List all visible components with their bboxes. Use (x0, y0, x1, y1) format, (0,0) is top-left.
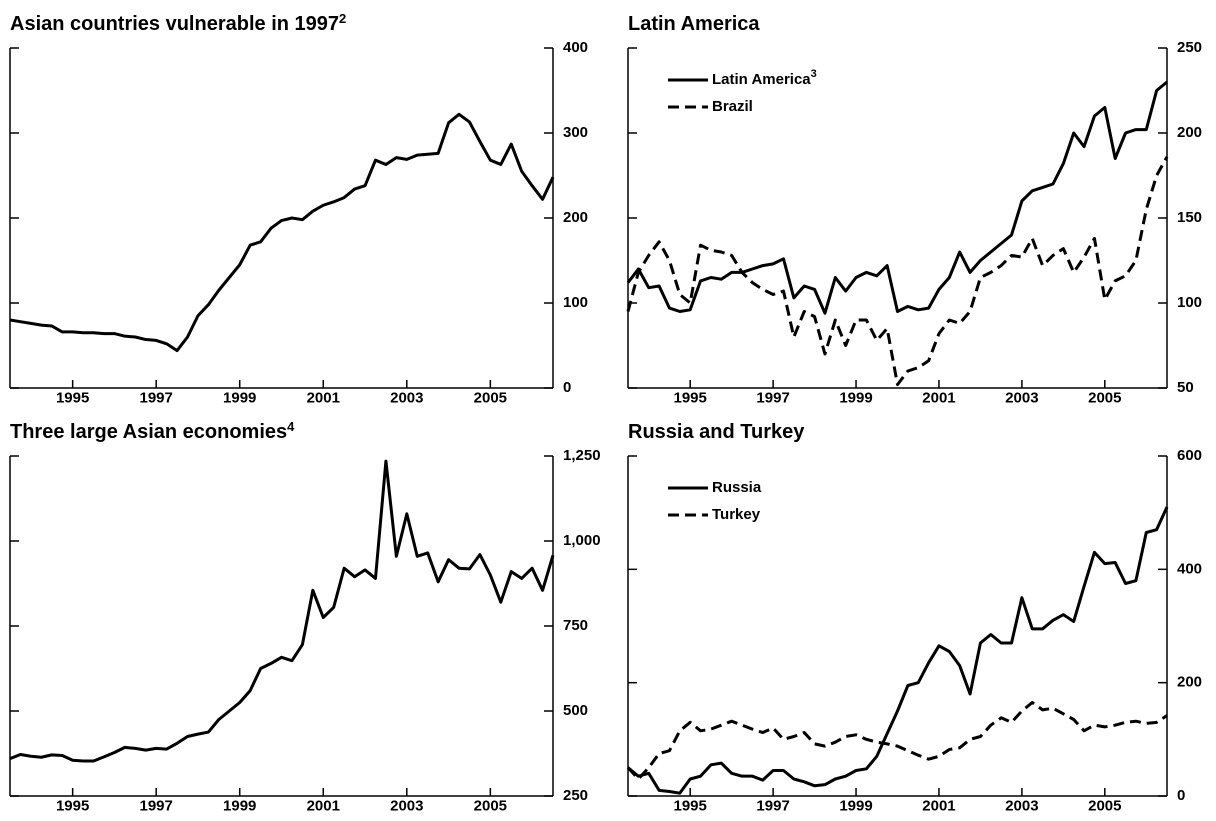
y-tick-label: 400 (563, 39, 588, 56)
title-text: Latin America (628, 13, 760, 35)
y-tick-label: 200 (563, 209, 588, 226)
series-line (626, 80, 1168, 315)
y-tick-label: 600 (1177, 447, 1202, 464)
series-line (9, 459, 555, 763)
x-tick-label: 2003 (390, 797, 423, 814)
x-tick-label: 1997 (140, 797, 173, 814)
legend-label: Brazil (712, 98, 753, 115)
x-tick-label: 1995 (56, 797, 89, 814)
y-tick-label: 300 (563, 124, 588, 141)
series-line (9, 112, 555, 353)
y-tick-label: 250 (1177, 39, 1202, 56)
x-tick-label: 1999 (223, 797, 256, 814)
y-tick-label: 1,250 (563, 447, 601, 464)
title-footnote: 2 (339, 11, 346, 26)
x-tick-label: 2001 (307, 797, 340, 814)
y-tick-label: 50 (1177, 379, 1194, 396)
legend-name: Turkey (712, 506, 761, 523)
y-tick-label: 1,000 (563, 532, 601, 549)
x-tick-label: 1995 (674, 797, 707, 814)
y-tick-label: 150 (1177, 209, 1202, 226)
x-tick-label: 2005 (1088, 797, 1121, 814)
y-tick-label: 750 (563, 617, 588, 634)
legend-label: Turkey (712, 506, 761, 523)
panel-title: Three large Asian economies4 (10, 419, 295, 444)
y-tick-label: 200 (1177, 124, 1202, 141)
legend-name: Russia (712, 479, 762, 496)
series-line (626, 156, 1169, 387)
y-tick-label: 100 (563, 294, 588, 311)
x-tick-label: 2001 (922, 389, 955, 406)
x-tick-label: 2005 (1088, 389, 1121, 406)
x-tick-label: 1999 (223, 389, 256, 406)
x-tick-label: 1995 (674, 389, 707, 406)
y-tick-label: 0 (1177, 787, 1185, 804)
x-tick-label: 2005 (474, 797, 507, 814)
x-tick-label: 2003 (1005, 797, 1038, 814)
panel-title: Russia and Turkey (628, 421, 805, 443)
title-text: Russia and Turkey (628, 421, 805, 443)
x-tick-label: 2005 (474, 389, 507, 406)
x-tick-label: 2003 (1005, 389, 1038, 406)
title-text: Three large Asian economies (10, 421, 287, 443)
x-tick-label: 2003 (390, 389, 423, 406)
series-line (627, 506, 1169, 795)
y-tick-label: 400 (1177, 560, 1202, 577)
x-tick-label: 2001 (922, 797, 955, 814)
x-tick-label: 1995 (56, 389, 89, 406)
y-tick-label: 200 (1177, 674, 1202, 691)
legend-label: Russia (712, 479, 762, 496)
y-tick-label: 250 (563, 787, 588, 804)
panel-title: Asian countries vulnerable in 19972 (10, 11, 346, 36)
x-tick-label: 2001 (307, 389, 340, 406)
y-tick-label: 500 (563, 702, 588, 719)
legend-name: Brazil (712, 98, 753, 115)
x-tick-label: 1997 (756, 797, 789, 814)
panel-title: Latin America (628, 13, 760, 35)
legend-label: Latin America3 (712, 68, 817, 88)
x-tick-label: 1997 (756, 389, 789, 406)
y-tick-label: 100 (1177, 294, 1202, 311)
series-line (626, 701, 1168, 781)
title-footnote: 4 (287, 419, 295, 434)
x-tick-label: 1997 (140, 389, 173, 406)
x-tick-label: 1999 (839, 389, 872, 406)
x-tick-label: 1999 (839, 797, 872, 814)
title-text: Asian countries vulnerable in 1997 (10, 13, 339, 35)
y-tick-label: 0 (563, 379, 571, 396)
legend-name: Latin America (712, 71, 811, 88)
legend-footnote: 3 (811, 68, 817, 80)
